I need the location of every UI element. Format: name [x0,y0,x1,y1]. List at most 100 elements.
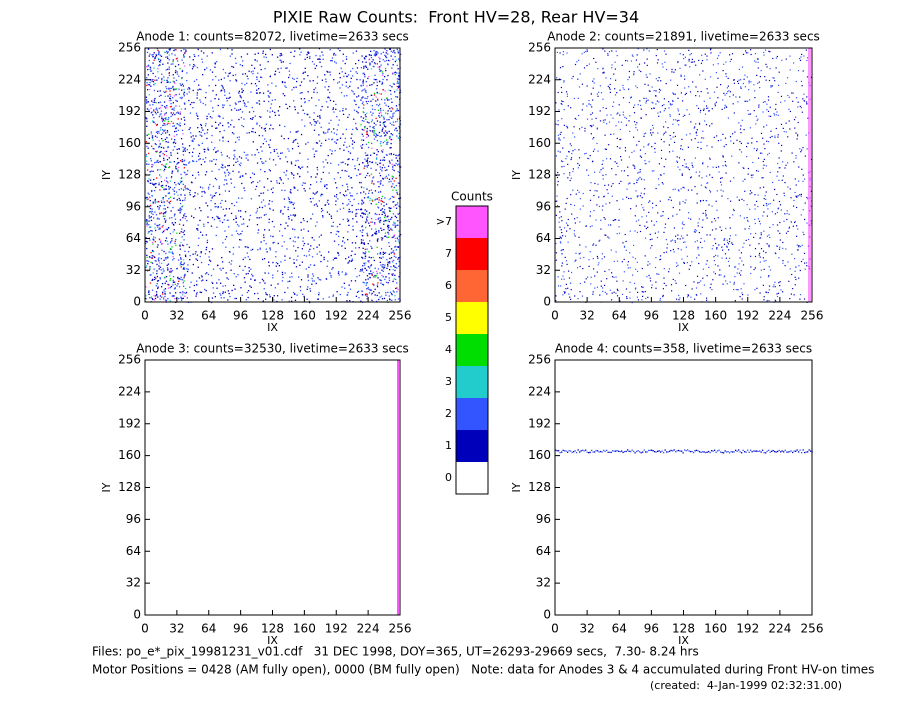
pixel [592,291,594,293]
pixel [772,57,774,60]
pixel [162,132,164,134]
pixel [794,221,796,224]
pixel [161,104,163,107]
pixel [622,198,624,200]
pixel [163,259,165,261]
pixel [347,163,349,166]
pixel [338,274,340,276]
pixel [701,177,703,179]
pixel [792,100,794,102]
pixel [604,50,606,52]
pixel [387,74,389,77]
pixel [334,257,337,259]
pixel [229,72,231,74]
pixel [370,54,372,56]
pixel [325,101,328,103]
pixel [379,257,381,259]
pixel [159,278,161,280]
pixel [379,166,381,168]
pixel [376,272,378,275]
pixel [170,285,173,288]
pixel [633,183,635,185]
pixel [382,109,384,111]
pixel [635,268,637,270]
pixel [201,191,203,193]
pixel [180,188,183,190]
pixel [763,198,765,200]
pixel [158,218,160,220]
pixel [361,203,363,206]
pixel [172,97,174,99]
pixel [180,160,182,162]
pixel [176,123,178,125]
pixel [396,89,398,91]
pixel [170,120,173,123]
pixel [186,297,188,299]
pixel [366,121,369,123]
pixel [163,79,165,81]
pixel [589,155,591,157]
pixel [324,74,326,76]
pixel [397,258,399,260]
pixel [393,83,395,85]
pixel [374,223,376,225]
pixel [180,231,182,233]
pixel [235,79,237,81]
pixel [211,117,213,119]
pixel [256,89,258,91]
pixel [162,293,164,295]
pixel [588,265,590,267]
pixel [397,50,399,52]
pixel [719,269,721,271]
pixel [388,220,390,223]
pixel [218,115,220,117]
pixel [662,66,664,68]
pixel [266,251,268,253]
pixel [202,74,204,76]
pixel [382,73,384,75]
pixel [356,192,358,195]
pixel [374,74,376,76]
pixel [381,150,383,152]
pixel [579,244,581,246]
pixel [167,57,169,59]
pixel [152,121,155,123]
pixel [149,211,151,213]
pixel [655,287,657,289]
pixel [803,93,805,95]
pixel [180,182,182,184]
pixel [181,77,183,80]
pixel [158,262,161,264]
pixel [609,88,611,90]
pixel [265,56,267,59]
pixel [767,154,769,156]
pixel [234,288,236,290]
pixel [263,234,265,236]
pixel [196,284,198,286]
pixel [309,248,311,250]
pixel [788,280,790,282]
pixel [630,197,632,200]
pixel [381,170,383,172]
pixel [620,180,622,182]
pixel [248,267,250,269]
pixel [281,54,283,56]
pixel [335,54,337,56]
pixel [311,61,314,63]
pixel [239,265,241,267]
pixel [563,173,565,175]
pixel [697,225,699,227]
pixel [681,227,684,229]
pixel [683,159,686,161]
pixel [581,83,583,85]
pixel [624,147,626,149]
pixel [178,183,180,185]
pixel [380,198,383,200]
pixel [241,124,243,127]
pixel [651,245,653,247]
pixel [159,266,162,268]
pixel [337,231,340,233]
pixel [611,276,614,278]
pixel [146,145,148,147]
pixel [660,80,662,82]
